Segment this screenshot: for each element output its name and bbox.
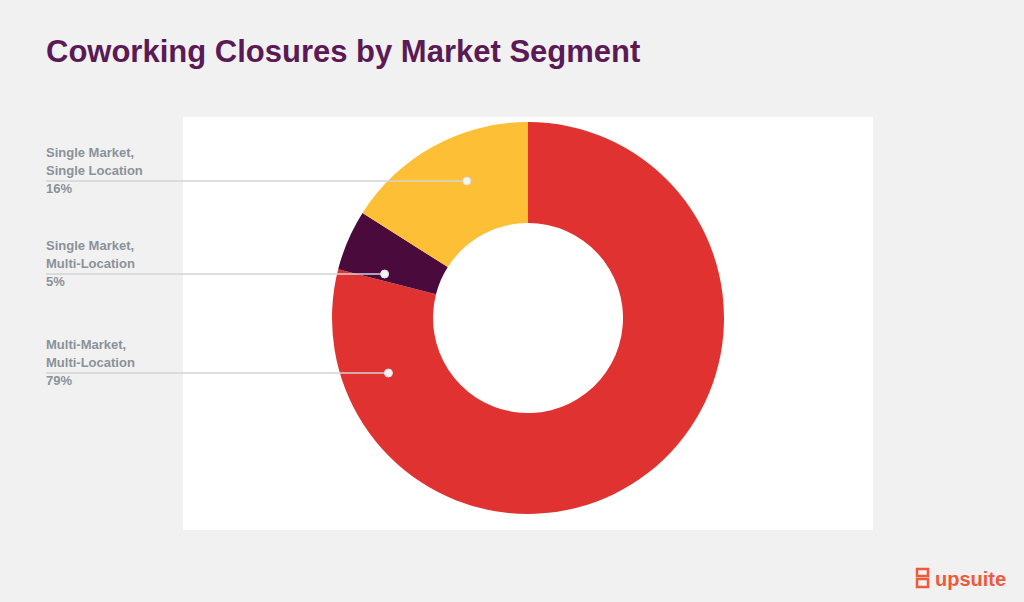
data-label: 79% bbox=[46, 373, 72, 388]
data-label: 5% bbox=[46, 274, 65, 289]
slice bbox=[363, 122, 528, 267]
logo-icon bbox=[917, 569, 928, 576]
title: Coworking Closures by Market Segment bbox=[46, 34, 640, 69]
leader-dot bbox=[463, 177, 471, 185]
category-label: Single Market,Single Location bbox=[46, 145, 143, 178]
plot-panel bbox=[183, 117, 873, 530]
background bbox=[0, 0, 1024, 602]
leader-line bbox=[46, 372, 388, 374]
leader-line bbox=[46, 180, 467, 182]
category-label: Single Market,Multi-Location bbox=[46, 238, 135, 271]
logo-text: upsuite bbox=[935, 568, 1006, 590]
leader-dot bbox=[381, 270, 389, 278]
leader-line bbox=[46, 273, 385, 275]
chart: Coworking Closures by Market Segment Sing… bbox=[0, 0, 1024, 602]
data-label: 16% bbox=[46, 181, 72, 196]
logo: upsuite bbox=[917, 568, 1006, 590]
leader-dot bbox=[384, 369, 392, 377]
logo-icon bbox=[917, 579, 928, 587]
category-label: Multi-Market,Multi-Location bbox=[46, 337, 135, 370]
